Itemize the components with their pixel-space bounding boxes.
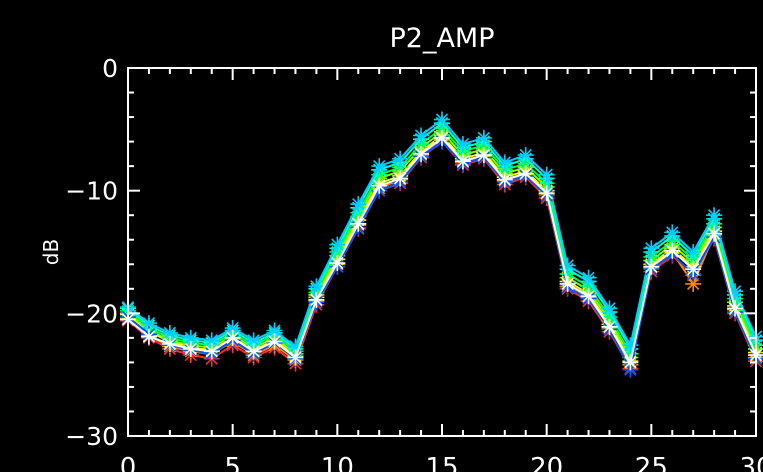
data-point-s6-15 (434, 111, 450, 128)
data-point-s6-5 (224, 320, 241, 337)
y-axis-label: dB (39, 239, 63, 265)
data-point-s8-14 (413, 145, 430, 162)
data-point-s8-23 (601, 318, 618, 335)
data-point-s6-20 (538, 166, 555, 183)
data-point-s6-24 (622, 337, 639, 354)
data-point-s8-8 (287, 349, 304, 366)
data-point-s8-18 (496, 171, 513, 188)
data-point-s8-25 (643, 258, 660, 275)
data-point-s6-26 (664, 224, 681, 241)
data-point-s6-28 (706, 207, 723, 224)
data-point-s6-4 (203, 332, 220, 349)
x-tick-label: 5 (224, 453, 241, 472)
plot-area: 0 5 10 15 20 25 30 0 −10 −20 −30 (65, 54, 763, 472)
data-point-s6-25 (643, 240, 660, 257)
x-tick-label: 10 (321, 453, 354, 472)
data-point-s8-4 (203, 343, 220, 360)
data-point-s6-9 (308, 278, 325, 295)
data-point-s6-10 (329, 236, 346, 253)
data-point-s6-1 (140, 315, 157, 332)
data-point-s1-27 (685, 275, 702, 292)
y-tick-label: −30 (65, 422, 118, 451)
data-point-s6-27 (685, 244, 702, 260)
data-point-s8-27 (685, 261, 702, 278)
data-point-s8-21 (559, 275, 576, 292)
data-point-s6-18 (496, 154, 513, 171)
data-point-s8-12 (371, 177, 388, 194)
data-point-s6-2 (161, 324, 178, 341)
data-point-s6-7 (266, 322, 283, 339)
data-point-s8-24 (622, 354, 639, 371)
y-tick-label: −20 (65, 299, 118, 328)
data-point-s8-9 (308, 291, 325, 308)
data-point-s8-19 (517, 165, 534, 182)
data-point-s6-19 (517, 147, 534, 164)
data-point-s8-16 (454, 153, 471, 170)
data-point-s8-10 (329, 255, 346, 272)
x-tick-label: 0 (120, 453, 137, 472)
data-point-s8-1 (140, 328, 157, 345)
data-point-s6-14 (413, 127, 430, 144)
data-point-s6-23 (601, 300, 618, 317)
data-point-s8-11 (350, 215, 367, 232)
data-point-s8-29 (727, 300, 744, 317)
data-point-s8-28 (706, 225, 723, 242)
data-point-s6-11 (350, 196, 367, 213)
data-point-s8-5 (224, 329, 241, 346)
data-point-s8-17 (475, 147, 492, 164)
y-tick-label: 0 (102, 54, 118, 83)
data-point-s6-13 (392, 150, 409, 167)
data-point-s6-17 (475, 129, 492, 146)
data-point-s6-6 (245, 332, 262, 349)
x-tick-label: 25 (635, 453, 668, 472)
data-point-s8-7 (266, 333, 283, 350)
data-point-s6-12 (371, 158, 388, 175)
data-point-s6-8 (287, 338, 304, 355)
data-point-s8-13 (392, 170, 409, 187)
x-tick-label: 30 (739, 453, 763, 472)
data-point-s6-3 (182, 329, 199, 346)
data-point-s8-6 (245, 343, 262, 360)
data-point-s8-2 (161, 336, 178, 352)
chart-title: P2_AMP (389, 23, 494, 54)
x-tick-label: 20 (530, 453, 563, 472)
data-point-s8-15 (434, 129, 450, 146)
data-point-s6-29 (727, 283, 744, 300)
data-point-s8-26 (664, 242, 681, 259)
data-point-s8-20 (538, 185, 555, 202)
data-point-s6-16 (454, 136, 471, 153)
y-tick-label: −10 (65, 177, 118, 206)
data-point-s8-22 (580, 288, 597, 305)
data-point-s6-22 (580, 269, 597, 286)
data-point-s8-3 (182, 340, 199, 357)
x-tick-label: 15 (425, 453, 458, 472)
data-point-s6-21 (559, 257, 576, 274)
